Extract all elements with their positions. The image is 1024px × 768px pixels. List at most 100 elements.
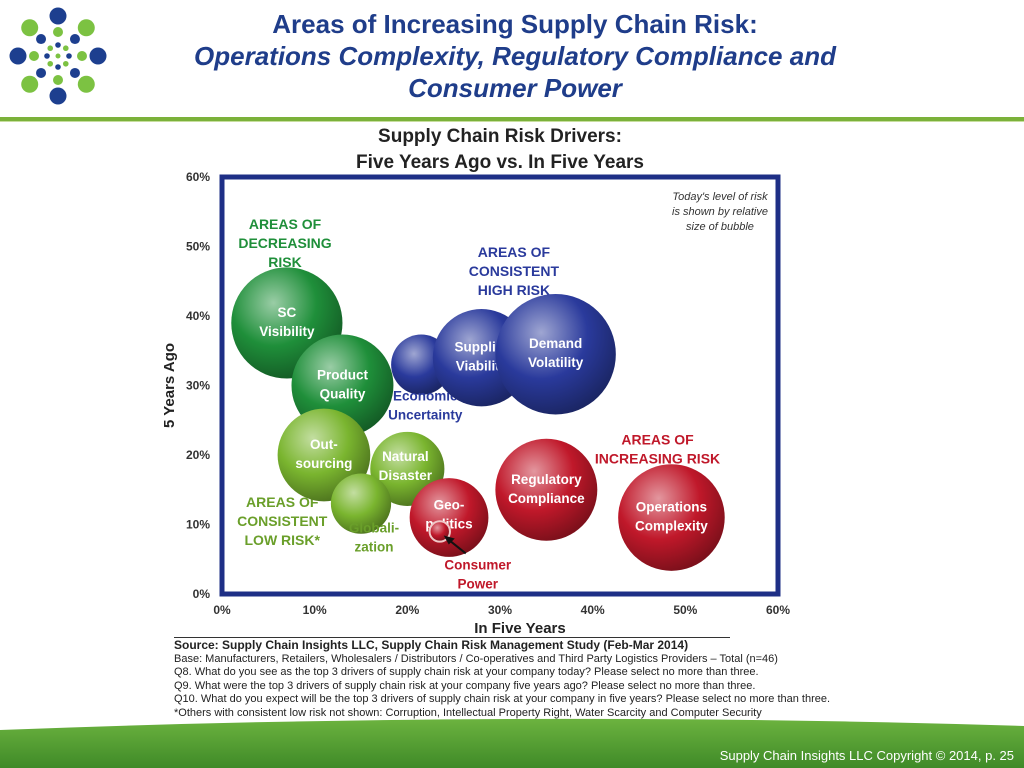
bubble-label: Globali- [349, 521, 399, 536]
y-tick-label: 60% [186, 170, 210, 184]
y-axis-title: 5 Years Ago [161, 343, 178, 428]
area-annotation: HIGH RISK [478, 282, 550, 298]
x-tick-label: 20% [395, 603, 419, 617]
logo-dot [77, 75, 95, 93]
logo-dot [53, 27, 63, 37]
logo-dot [62, 60, 69, 67]
y-tick-label: 0% [193, 587, 211, 601]
area-annotation: DECREASING [238, 235, 331, 251]
bubble-label: Economic [393, 389, 458, 404]
logo-dot [47, 60, 54, 67]
logo-dot [36, 34, 47, 45]
area-annotation: AREAS OF [621, 432, 694, 448]
slide-title-line3: Consumer Power [408, 73, 622, 103]
logo-dot [36, 67, 47, 78]
area-annotation: LOW RISK* [245, 532, 321, 548]
area-annotation: AREAS OF [246, 494, 319, 510]
bubble-chart: 0% 10% 20% 30% 40% 50% 60% 0% 10% 20% 30% 40% 50% 60%… [161, 170, 790, 637]
title-divider [0, 117, 1024, 121]
bubble-label: Regulatory [511, 472, 582, 487]
bubble-label: sourcing [295, 456, 352, 471]
area-annotation: RISK [268, 254, 301, 270]
bubble-label: zation [355, 540, 394, 555]
y-tick-label: 30% [186, 379, 210, 393]
chart-title-line1: Supply Chain Risk Drivers: [378, 126, 622, 147]
bubble-label: Quality [320, 387, 366, 402]
logo-dot [66, 53, 72, 59]
bubble-label: Complexity [635, 519, 708, 534]
footer-copyright: Supply Chain Insights LLC Copyright © 20… [719, 748, 1014, 763]
area-annotation: AREAS OF [249, 216, 322, 232]
source-line-base: Base: Manufacturers, Retailers, Wholesal… [174, 652, 778, 665]
logo-dot [44, 53, 50, 59]
x-tick-label: 10% [303, 603, 327, 617]
y-tick-label: 50% [186, 240, 210, 254]
logo-dot [21, 19, 39, 37]
x-tick-label: 60% [766, 603, 790, 617]
consumer-power-arrowhead [443, 535, 455, 545]
area-annotation: INCREASING RISK [595, 451, 720, 467]
bubble-label: Volatility [528, 355, 584, 370]
company-logo [9, 7, 107, 105]
bubble-label: Natural [382, 449, 429, 464]
bubble-label: Out- [310, 437, 338, 452]
bubble-size-note: is shown by relative [672, 206, 768, 218]
logo-dot [69, 34, 80, 45]
slide-title-line1: Areas of Increasing Supply Chain Risk: [272, 9, 758, 39]
logo-dot [53, 75, 63, 85]
bubble-label: Power [458, 576, 499, 591]
bubble-label: Compliance [508, 491, 585, 506]
chart-title: Supply Chain Risk Drivers: Five Years Ag… [250, 124, 750, 176]
logo-dot [77, 19, 95, 37]
bubble [330, 473, 392, 534]
source-line-others: *Others with consistent low risk not sho… [174, 706, 762, 719]
logo-dot [77, 51, 87, 61]
source-divider [174, 637, 730, 638]
bubble [495, 293, 616, 415]
bubble-label: Disaster [379, 468, 433, 483]
logo-dot [55, 64, 61, 70]
x-tick-label: 40% [581, 603, 605, 617]
logo-dot [62, 45, 69, 52]
bubble [409, 478, 489, 557]
source-line-q10: Q10. What do you expect will be the top … [174, 693, 831, 706]
source-notes: Source: Supply Chain Insights LLC, Suppl… [174, 638, 974, 721]
bubble-label: Operations [636, 500, 707, 515]
logo-dot [49, 87, 67, 105]
logo-dot [55, 53, 61, 59]
logo-dot [55, 42, 61, 48]
area-annotation: CONSISTENT [469, 263, 560, 279]
y-tick-label: 10% [186, 518, 210, 532]
bubble [495, 438, 598, 541]
x-tick-label: 50% [673, 603, 697, 617]
title-divider-light [0, 121, 1024, 122]
logo-dot [69, 67, 80, 78]
bubble-label: Uncertainty [388, 408, 463, 423]
bubble-label: SC [277, 305, 296, 320]
bubble-size-note: size of bubble [686, 221, 754, 233]
bubble-label: Demand [529, 336, 582, 351]
logo-dot [89, 47, 107, 65]
logo-dot [21, 75, 39, 93]
bubble-label: Product [317, 368, 369, 383]
slide-title-line2: Operations Complexity, Regulatory Compli… [194, 41, 836, 71]
source-line-q9: Q9. What were the top 3 drivers of suppl… [174, 679, 756, 692]
x-axis-title: In Five Years [474, 620, 565, 637]
x-tick-label: 30% [488, 603, 512, 617]
area-annotation: CONSISTENT [237, 513, 328, 529]
bubble-label: Viability [456, 359, 508, 374]
bubble-size-note: Today's level of risk [672, 191, 768, 203]
footer-bar [0, 718, 1024, 768]
logo-dot [29, 51, 39, 61]
slide-title: Areas of Increasing Supply Chain Risk: O… [150, 8, 880, 104]
source-head: Source: Supply Chain Insights LLC, Suppl… [174, 638, 689, 652]
logo-dot [9, 47, 27, 65]
y-tick-label: 40% [186, 309, 210, 323]
x-tick-label: 0% [213, 603, 231, 617]
logo-dot [47, 45, 54, 52]
source-line-q8: Q8. What do you see as the top 3 drivers… [174, 666, 759, 679]
chart-title-line2: Five Years Ago vs. In Five Years [356, 152, 644, 173]
bubble-label: Visibility [259, 324, 315, 339]
bubble [618, 464, 725, 571]
bubble-label: Consumer [444, 557, 512, 572]
